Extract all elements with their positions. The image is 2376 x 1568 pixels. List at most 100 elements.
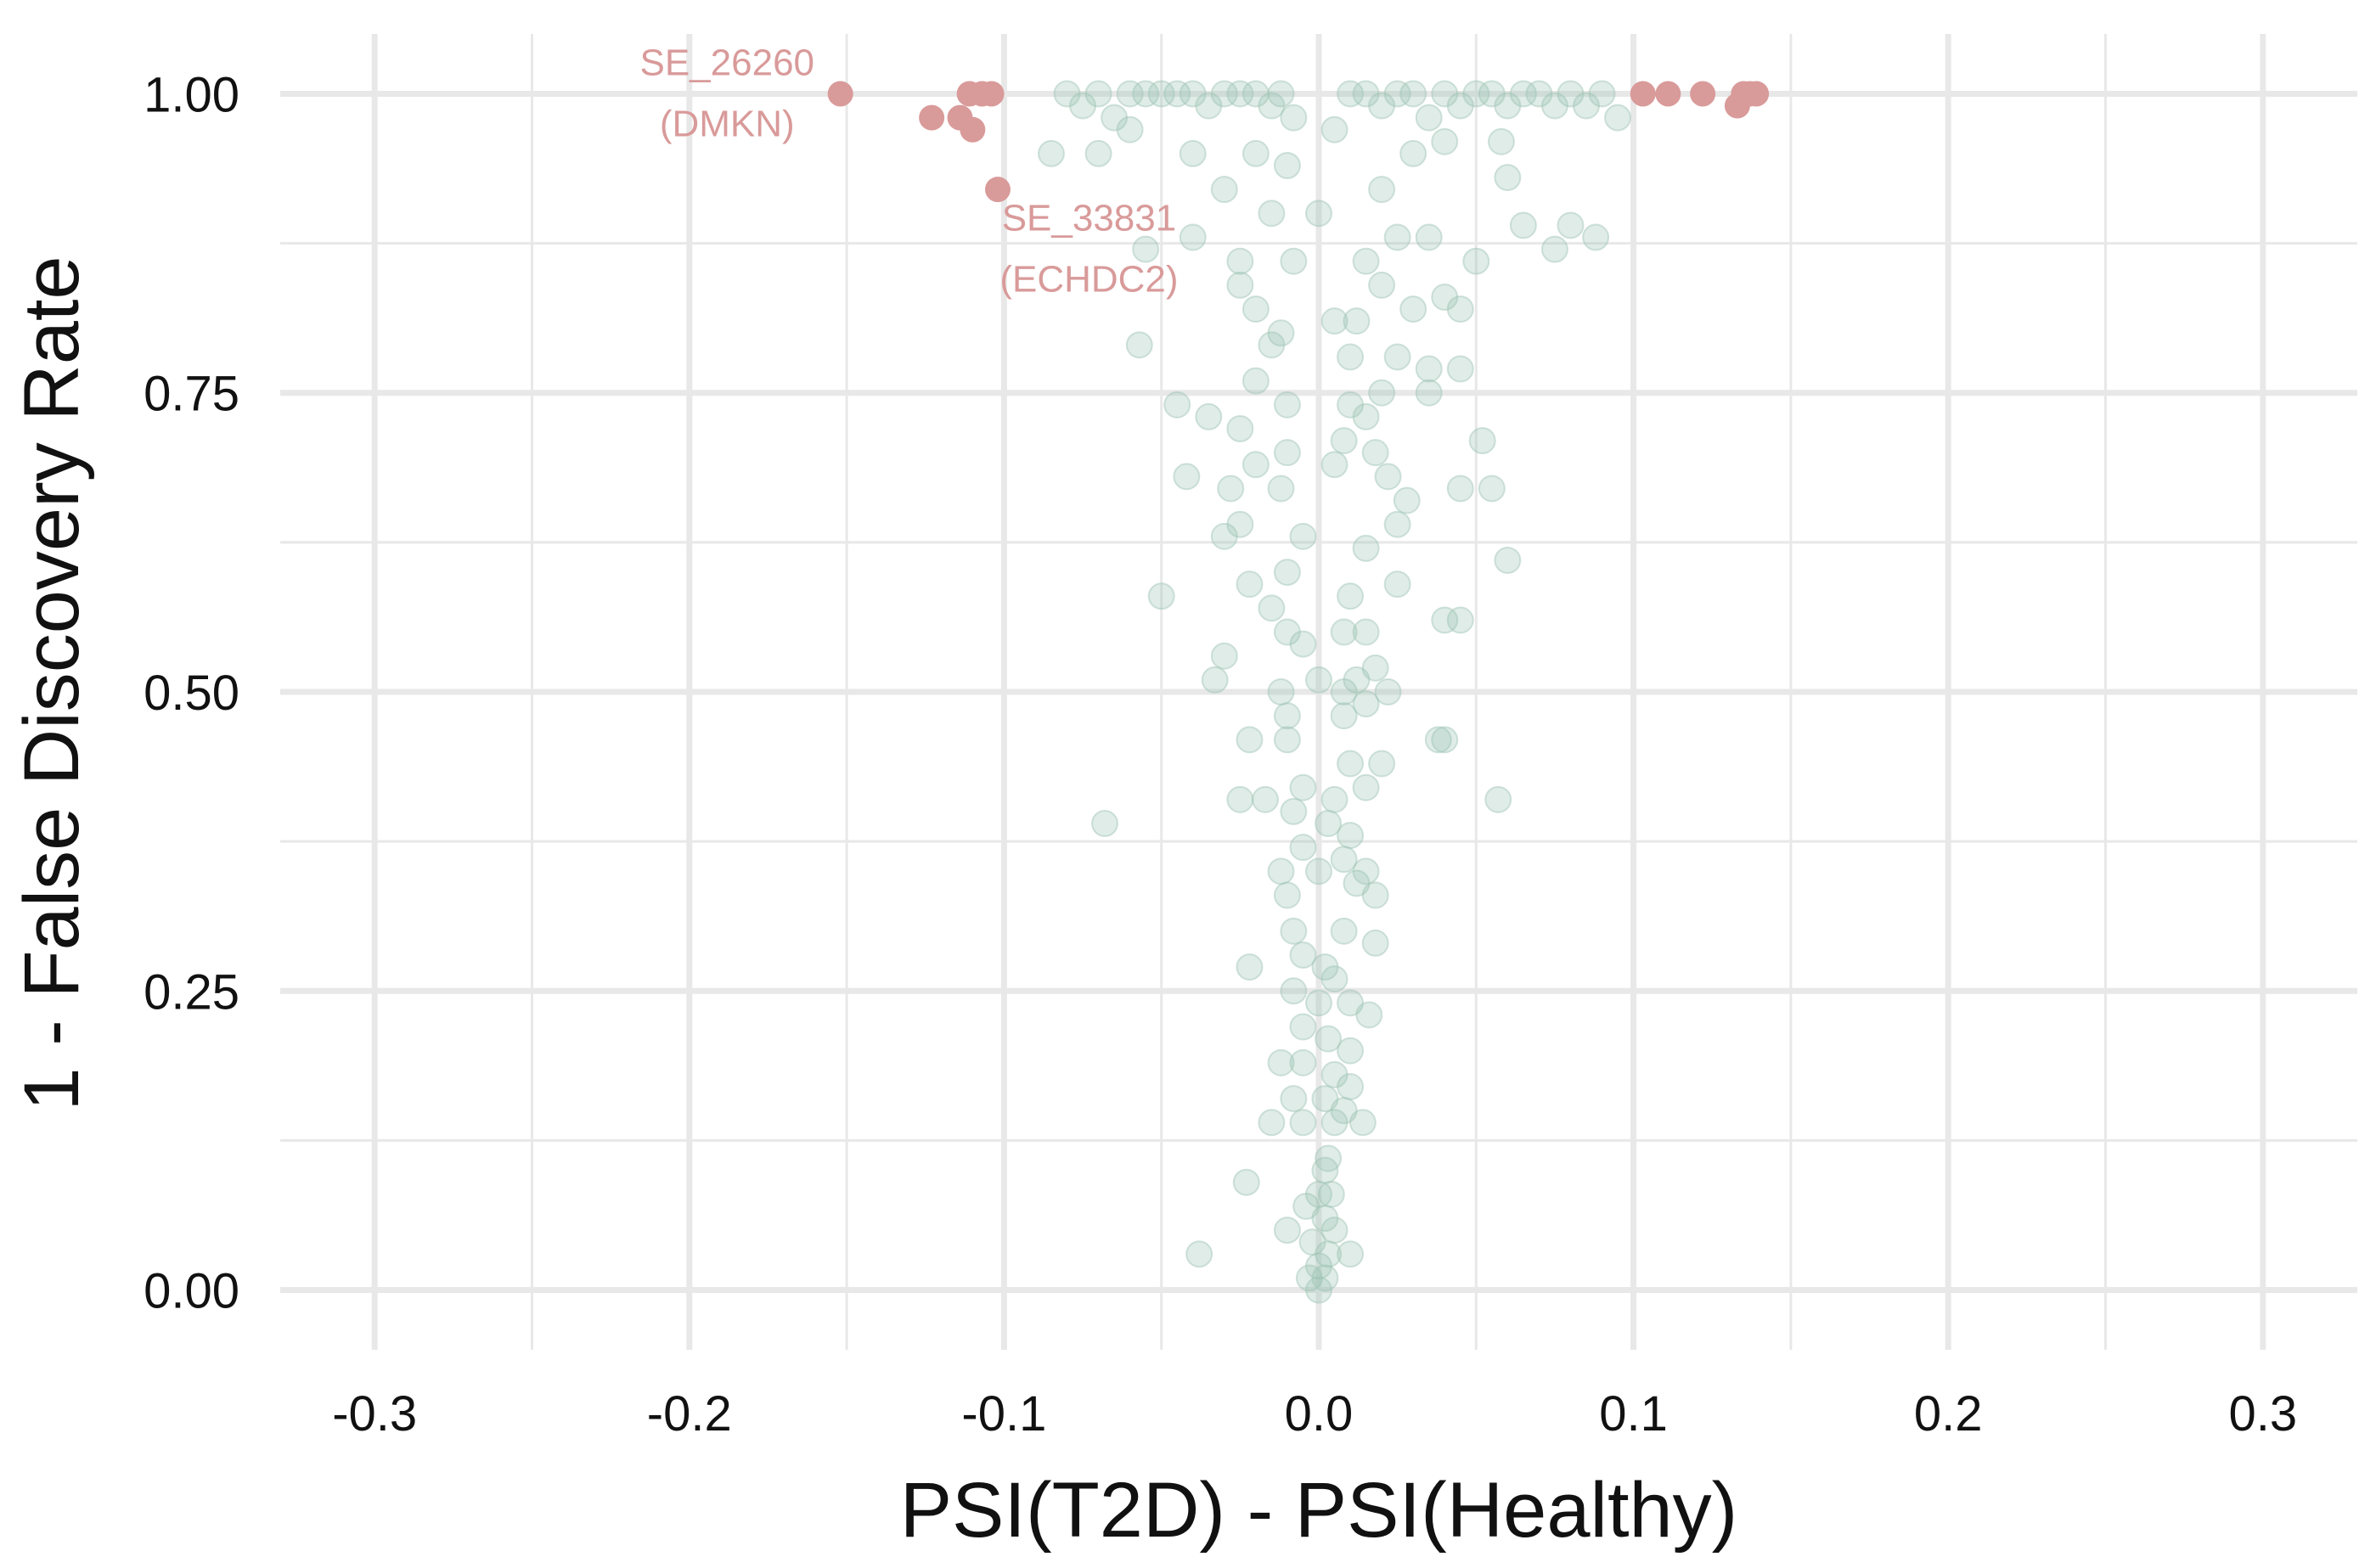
nonsignificant-point <box>1289 773 1317 801</box>
nonsignificant-point <box>1069 92 1097 120</box>
nonsignificant-point <box>1355 1001 1383 1029</box>
nonsignificant-point <box>1348 1109 1377 1137</box>
nonsignificant-point <box>1173 463 1201 491</box>
nonsignificant-point <box>1540 235 1568 263</box>
nonsignificant-point <box>1320 965 1348 993</box>
nonsignificant-point <box>1582 223 1610 251</box>
nonsignificant-point <box>1311 1085 1339 1113</box>
nonsignificant-point <box>1132 235 1160 263</box>
nonsignificant-point <box>1330 702 1358 730</box>
nonsignificant-point <box>1320 307 1348 335</box>
nonsignificant-point <box>1295 1264 1323 1292</box>
point-annotation: SE_26260 (DMKN) <box>639 42 814 144</box>
nonsignificant-point <box>1311 1264 1339 1292</box>
nonsignificant-point <box>1305 1252 1332 1280</box>
nonsignificant-point <box>1487 127 1515 155</box>
nonsignificant-point <box>1273 618 1301 646</box>
nonsignificant-point <box>1330 618 1358 646</box>
nonsignificant-point <box>1116 80 1144 108</box>
nonsignificant-point <box>1315 1144 1343 1172</box>
nonsignificant-point <box>1226 510 1254 538</box>
nonsignificant-point <box>1267 475 1295 503</box>
nonsignificant-point <box>1352 618 1380 646</box>
nonsignificant-point <box>1468 427 1496 455</box>
nonsignificant-point <box>1431 606 1459 634</box>
nonsignificant-point <box>1267 319 1295 347</box>
nonsignificant-point <box>1273 1217 1301 1245</box>
nonsignificant-point <box>1424 726 1452 754</box>
nonsignificant-point <box>1289 1013 1317 1041</box>
nonsignificant-point <box>1337 1073 1365 1100</box>
nonsignificant-point <box>1352 80 1380 108</box>
nonsignificant-point <box>1573 92 1601 120</box>
nonsignificant-point <box>1116 115 1144 143</box>
nonsignificant-point <box>1258 331 1286 359</box>
nonsignificant-point <box>1352 247 1380 275</box>
nonsignificant-point <box>1236 726 1264 754</box>
nonsignificant-point <box>1280 1085 1308 1113</box>
nonsignificant-point <box>1431 80 1459 108</box>
nonsignificant-point <box>1446 92 1474 120</box>
nonsignificant-point <box>1289 1048 1317 1076</box>
nonsignificant-point <box>1090 810 1118 837</box>
nonsignificant-point <box>1337 343 1365 371</box>
nonsignificant-point <box>1311 1156 1339 1184</box>
significant-point <box>1630 81 1656 107</box>
significant-point <box>919 104 945 131</box>
significant-point <box>1655 81 1681 107</box>
nonsignificant-point <box>1368 750 1396 778</box>
x-tick-label: -0.2 <box>647 1386 732 1442</box>
nonsignificant-point <box>1311 953 1339 981</box>
x-tick-label: 0.2 <box>1914 1386 1983 1442</box>
nonsignificant-point <box>1478 80 1506 108</box>
nonsignificant-point <box>1226 785 1254 813</box>
nonsignificant-point <box>1431 284 1459 311</box>
nonsignificant-point <box>1267 80 1295 108</box>
nonsignificant-point <box>1273 391 1301 419</box>
point-annotation: SE_33831 (ECHDC2) <box>999 198 1178 301</box>
nonsignificant-point <box>1509 80 1537 108</box>
y-tick-label: 0.75 <box>144 367 239 422</box>
nonsignificant-point <box>1289 522 1317 550</box>
nonsignificant-point <box>1399 80 1427 108</box>
nonsignificant-point <box>1251 785 1279 813</box>
nonsignificant-point <box>1258 594 1286 622</box>
nonsignificant-point <box>1210 176 1238 204</box>
nonsignificant-point <box>1462 247 1490 275</box>
nonsignificant-point <box>1446 355 1474 383</box>
nonsignificant-point <box>1352 690 1380 718</box>
y-axis-title: 1 - False Discovery Rate <box>8 256 95 1110</box>
nonsignificant-point <box>1484 785 1512 813</box>
nonsignificant-point <box>1320 451 1348 479</box>
nonsignificant-point <box>1415 355 1443 383</box>
nonsignificant-point <box>1368 92 1396 120</box>
nonsignificant-point <box>1241 367 1270 395</box>
nonsignificant-point <box>1352 534 1380 562</box>
nonsignificant-point <box>1232 1168 1260 1196</box>
nonsignificant-point <box>1147 80 1175 108</box>
nonsignificant-point <box>1289 834 1317 862</box>
annotation-line: (DMKN) <box>660 103 795 144</box>
nonsignificant-point <box>1236 570 1264 599</box>
x-tick-label: 0.1 <box>1599 1386 1668 1442</box>
nonsignificant-point <box>1330 1097 1358 1125</box>
x-tick-label: 0.3 <box>2228 1386 2297 1442</box>
nonsignificant-point <box>1241 139 1270 167</box>
x-tick-label: -0.1 <box>961 1386 1046 1442</box>
nonsignificant-point <box>1236 953 1264 981</box>
nonsignificant-point <box>1280 977 1308 1005</box>
grid-layer <box>280 34 2357 1350</box>
nonsignificant-point <box>1280 797 1308 825</box>
nonsignificant-point <box>1337 391 1365 419</box>
nonsignificant-point <box>1320 115 1348 143</box>
nonsignificant-point <box>1315 1240 1343 1268</box>
nonsignificant-point <box>1280 247 1308 275</box>
nonsignificant-point <box>1179 223 1207 251</box>
nonsignificant-point <box>1361 654 1389 682</box>
points-layer <box>827 80 1770 1304</box>
nonsignificant-point <box>1415 104 1443 132</box>
nonsignificant-point <box>1258 1109 1286 1137</box>
nonsignificant-point <box>1163 80 1191 108</box>
nonsignificant-point <box>1383 570 1411 599</box>
x-tick-label: 0.0 <box>1285 1386 1354 1442</box>
